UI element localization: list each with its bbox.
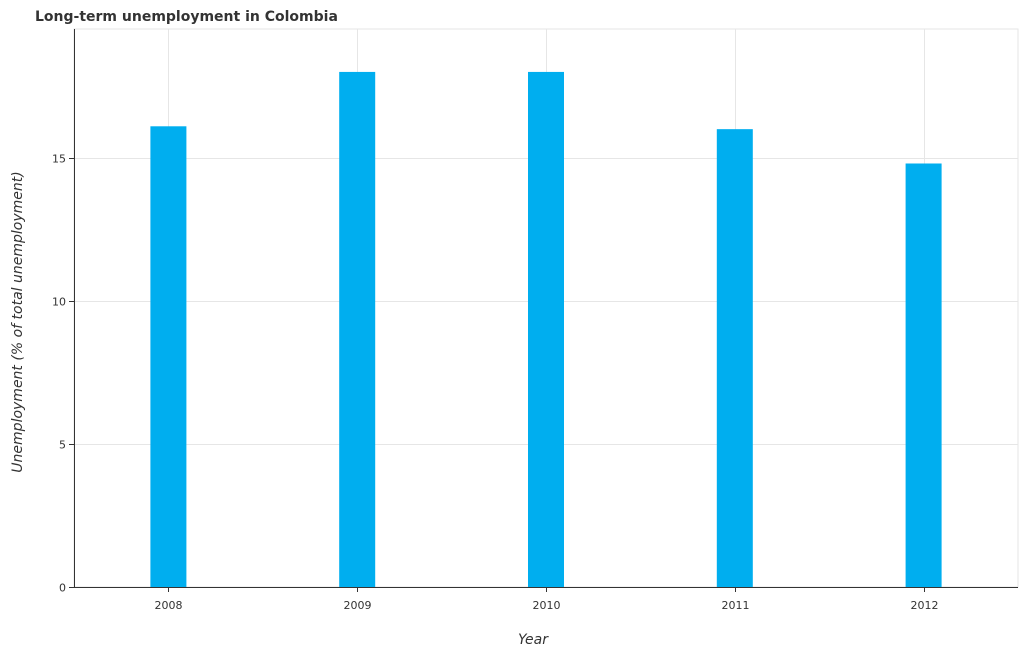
y-tick-label: 10 xyxy=(52,296,66,309)
axes xyxy=(69,29,1018,592)
x-tick-label: 2008 xyxy=(155,599,183,612)
x-axis-title: Year xyxy=(518,632,549,648)
x-tick-label: 2011 xyxy=(722,599,750,612)
bar-2012 xyxy=(905,163,942,587)
bar-2010 xyxy=(528,71,564,587)
y-tick-label: 15 xyxy=(52,153,66,166)
tick-labels: 0 5 10 15 2008 2009 2010 2011 2012 xyxy=(52,153,939,613)
x-tick-label: 2009 xyxy=(344,599,372,612)
y-tick-label: 0 xyxy=(59,582,66,595)
x-tick-label: 2012 xyxy=(911,599,939,612)
y-tick-label: 5 xyxy=(59,439,66,452)
chart-title: Long-term unemployment in Colombia xyxy=(35,9,338,25)
x-tick-label: 2010 xyxy=(533,599,561,612)
bar-2011 xyxy=(716,129,753,587)
bars xyxy=(150,71,942,588)
bar-2008 xyxy=(150,126,187,588)
bar-2009 xyxy=(339,71,376,587)
y-axis-title: Unemployment (% of total unemployment) xyxy=(10,171,26,472)
